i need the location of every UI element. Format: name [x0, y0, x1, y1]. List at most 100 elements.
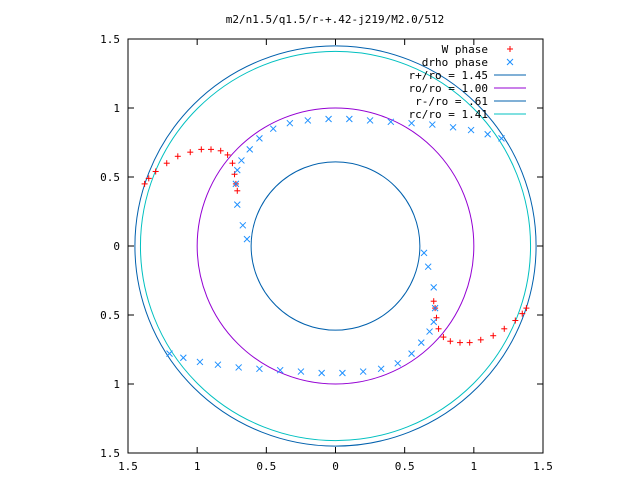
- series-1-point-7: [198, 146, 205, 153]
- series-2-point-14-b: [366, 117, 374, 124]
- series-1-point-24: [440, 334, 447, 341]
- series-2-point-15: [387, 118, 395, 126]
- series-2-point-13: [345, 115, 353, 123]
- series-2-point-11: [304, 117, 312, 124]
- series-1-point-21: [466, 339, 473, 346]
- series-2-point-23-b: [424, 263, 432, 271]
- series-2-point-2: [239, 221, 247, 229]
- series-2-point-40: [196, 358, 204, 366]
- series-2-point-41: [179, 354, 187, 362]
- series-2-point-9: [269, 125, 277, 133]
- legend-label-3: r+/ro = 1.45: [409, 69, 488, 82]
- series-2-point-30: [394, 359, 402, 367]
- x-tick-label-5: 0.5: [395, 460, 415, 473]
- series-2-point-15-b: [387, 118, 395, 126]
- series-2-point-19: [467, 126, 475, 134]
- series-2-point-28-b: [417, 339, 425, 346]
- series-2-point-32-b: [359, 368, 367, 375]
- x-tick-label-7: 1.5: [533, 460, 553, 473]
- series-2-point-2-b: [239, 221, 247, 229]
- series-1-point-19: [490, 332, 497, 339]
- series-2-point-4-b: [232, 180, 240, 188]
- y-tick-label-1: 1.5: [100, 447, 120, 460]
- series-2-point-31: [377, 365, 385, 373]
- series-2-point-36: [276, 366, 284, 374]
- series-1-point-3: [152, 168, 159, 175]
- series-1-point-4: [163, 160, 170, 167]
- circle-1: [134, 45, 537, 447]
- y-tick-label-2: 1: [113, 378, 120, 391]
- series-2-point-18: [449, 123, 457, 131]
- series-2-point-35: [297, 368, 305, 375]
- x-tick-label-3: 0.5: [256, 460, 276, 473]
- series-2-point-3: [233, 201, 241, 208]
- legend-label-6: rc/ro = 1.41: [409, 108, 488, 121]
- legend-label-1: W phase: [442, 43, 488, 56]
- series-1-point-28: [430, 298, 437, 305]
- legend-label-4: ro/ro = 1.00: [409, 82, 488, 95]
- series-2-point-37: [256, 365, 263, 373]
- series-2-point-32: [359, 368, 367, 375]
- series-2-point-38-b: [235, 364, 243, 371]
- series-2-point-29-b: [408, 350, 415, 357]
- series-2-point-8: [256, 135, 263, 142]
- series-1-point-18: [501, 325, 508, 332]
- series-1-point-14: [234, 187, 241, 194]
- series-2-point-21: [498, 135, 505, 142]
- x-tick-label-1: 1.5: [118, 460, 138, 473]
- series-2-point-34: [318, 369, 326, 377]
- legend-marker-2: [506, 58, 514, 66]
- series-2-point-10-b: [286, 119, 294, 127]
- series-2-point-1: [243, 235, 251, 243]
- y-tick-label-4: 0: [113, 240, 120, 253]
- series-2-point-38: [235, 364, 243, 371]
- y-tick-label-7: 1.5: [100, 33, 120, 46]
- series-1-point-8: [208, 146, 214, 153]
- series-2-point-29: [408, 350, 415, 357]
- series-2-point-14: [366, 117, 374, 124]
- x-tick-label-4: 0: [332, 460, 339, 473]
- series-2-point-24: [430, 284, 438, 291]
- series-1-point-10: [224, 151, 231, 158]
- series-2-point-28: [417, 339, 425, 346]
- y-tick-label-3: 0.5: [100, 309, 120, 322]
- series-2-point-21-b: [498, 135, 505, 142]
- series-2-point-24-b: [430, 284, 438, 291]
- series-1-point-16: [519, 310, 526, 317]
- series-2-point-7-b: [246, 146, 254, 153]
- plot-area: [134, 45, 537, 447]
- series-2-point-33-b: [339, 369, 346, 377]
- series-2-point-34-b: [318, 369, 326, 377]
- series-1-point-26: [433, 314, 440, 321]
- circle-4: [139, 50, 532, 442]
- series-2-point-19-b: [467, 126, 475, 134]
- series-2-point-17: [428, 121, 436, 128]
- series-1-point-2: [145, 175, 152, 182]
- series-2-point-7: [246, 146, 254, 153]
- series-2-point-9-b: [269, 125, 277, 133]
- series-2-point-30-b: [394, 359, 402, 367]
- circle-3: [250, 161, 421, 331]
- series-2-point-16-b: [408, 119, 415, 127]
- series-2-point-5-b: [233, 166, 241, 174]
- series-1-point-11: [229, 160, 236, 167]
- series-2-point-6: [238, 157, 245, 164]
- legend-label-2: drho phase: [422, 56, 488, 69]
- y-tick-label-5: 0.5: [100, 171, 120, 184]
- series-2-point-20: [484, 130, 492, 138]
- series-2-point-17-b: [428, 121, 436, 128]
- series-1-point-9: [217, 147, 224, 154]
- series-2-point-3-b: [233, 201, 241, 208]
- x-tick-label-6: 1: [471, 460, 478, 473]
- series-2-point-4: [232, 180, 240, 188]
- series-2-point-10: [286, 119, 294, 127]
- series-2-point-26: [430, 318, 438, 326]
- series-1-point-1: [141, 180, 148, 187]
- series-2-point-12-b: [325, 115, 332, 123]
- series-2-point-42: [166, 350, 173, 357]
- series-2-point-8-b: [256, 135, 263, 142]
- legend-marker-1: [507, 46, 513, 52]
- series-2-point-18-b: [449, 123, 457, 131]
